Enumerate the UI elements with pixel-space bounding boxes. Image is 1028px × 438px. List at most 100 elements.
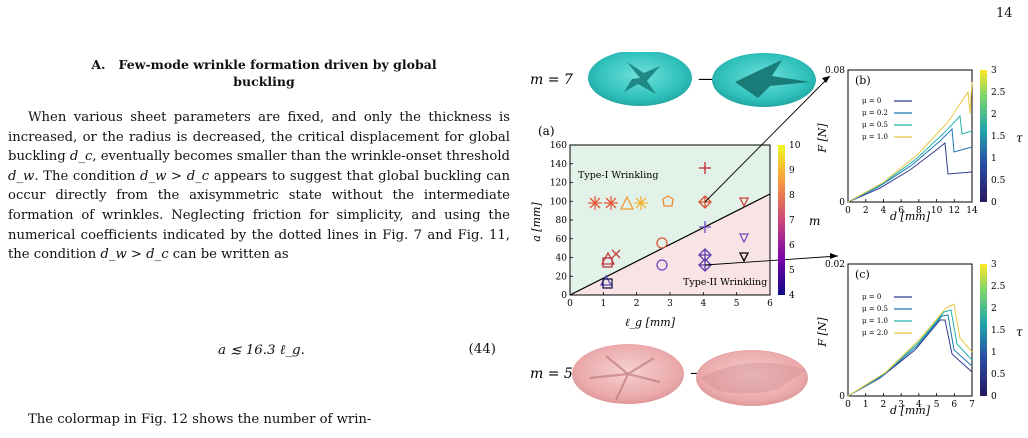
legend-c-1: μ = 0.5 xyxy=(862,305,888,313)
panel-c-x-tick-label: 7 xyxy=(969,400,975,410)
panel-a-y-tick-label: 120 xyxy=(550,179,567,189)
panel-a-y-tick-label: 80 xyxy=(556,216,568,226)
colorbar-tau-c-tick-label: 3 xyxy=(991,260,997,270)
marker-plus-2 xyxy=(699,221,711,233)
panel-a-x-tick-label: 5 xyxy=(734,299,740,309)
colorbar-tau-c-tick-label: 0 xyxy=(991,392,997,402)
colorbar-tau-c-tick-label: 2 xyxy=(991,304,997,314)
colorbar-tau-b-tick-label: 0 xyxy=(991,198,997,208)
colorbar-m-tick-label: 9 xyxy=(789,166,795,176)
figure-svg: m = 7 ⟶ m = 5 ⟶ (a) Type-I Wrinkling Typ… xyxy=(530,52,1023,417)
panel-a-yticks: 0 20 40 60 80 100 120 140 160 xyxy=(550,141,573,301)
marker-triangle-down-1 xyxy=(738,197,750,208)
panel-c-y-tick-label: 0.02 xyxy=(825,260,845,270)
colorbar-tau-c-tick-label: 1 xyxy=(991,348,997,358)
panel-a-ylabel: a [mm] xyxy=(530,202,543,242)
panel-c: (c) 0 1 2 3 4 5 6 7 0 0.02 d [mm] F [N] μ = 0 μ … xyxy=(816,260,1023,417)
panel-b-ylabel: F [N] xyxy=(816,123,829,154)
legend-c-2: μ = 1.0 xyxy=(862,317,888,325)
panel-b-x-tick-label: 12 xyxy=(949,206,960,216)
panel-c-x-tick-label: 0 xyxy=(845,400,851,410)
section-title-line1: Few-mode wrinkle formation driven by glo… xyxy=(118,57,437,72)
sheet-m5-before xyxy=(572,344,684,404)
panel-a-x-tick-label: 1 xyxy=(600,299,606,309)
marker-circle-1 xyxy=(656,237,668,249)
curve-c-mu05 xyxy=(847,314,973,397)
colorbar-tau-b-tick-label: 0.5 xyxy=(991,176,1006,186)
panel-a-x-tick-label: 2 xyxy=(634,299,640,309)
panel-b-x-tick-label: 14 xyxy=(966,206,978,216)
curve-b-mu05 xyxy=(847,114,973,203)
panel-a-x-tick-label: 0 xyxy=(567,299,573,309)
colorbar-tau-b-tick-label: 2.5 xyxy=(991,88,1006,98)
panel-b-frame xyxy=(847,69,973,203)
figure-12: m = 7 ⟶ m = 5 ⟶ (a) Type-I Wrinkling Typ… xyxy=(520,52,1028,438)
panel-a-x-tick-label: 6 xyxy=(767,299,773,309)
marker-asterisk-3 xyxy=(634,196,648,210)
section-heading: A. Few-mode wrinkle formation driven by … xyxy=(8,56,510,90)
marker-asterisk-1 xyxy=(588,196,602,210)
boundary-line xyxy=(569,193,771,296)
colorbar-tau-b-tick-label: 3 xyxy=(991,66,997,76)
symbol-dw: d_w xyxy=(8,168,35,184)
curve-b-mu02 xyxy=(847,127,973,203)
panel-c-x-tick-label: 3 xyxy=(898,400,904,410)
colorbar-m-tick-label: 8 xyxy=(789,191,795,201)
curve-c-mu20 xyxy=(847,303,973,397)
legend-b-1: μ = 0.2 xyxy=(862,109,888,117)
panel-a: (a) Type-I Wrinkling Type-II Wrinkling 0… xyxy=(530,75,839,329)
m-top-label: m = 7 xyxy=(530,72,573,88)
symbol-dc: d_c xyxy=(69,149,93,165)
marker-plus-1 xyxy=(699,162,711,174)
m-bottom-label: m = 5 xyxy=(530,366,573,382)
panel-a-y-tick-label: 100 xyxy=(550,197,567,207)
marker-asterisk-2 xyxy=(604,196,618,210)
colorbar-tau-b-tick-label: 2 xyxy=(991,110,997,120)
marker-square-2 xyxy=(602,278,613,289)
panel-c-x-tick-label: 1 xyxy=(863,400,869,410)
colorbar-tau-c-ticks: 0 0.5 1 1.5 2 2.5 3 xyxy=(991,260,1006,402)
colorbar-m-tick-label: 4 xyxy=(789,291,795,301)
panel-b-y-tick-label: 0 xyxy=(839,198,845,208)
curve-c-mu10 xyxy=(847,309,973,397)
condition-inline-2: d_w > d_c xyxy=(100,247,169,263)
panel-b-legend: μ = 0 μ = 0.2 μ = 0.5 μ = 1.0 xyxy=(862,97,912,141)
panel-b-x-tick-label: 6 xyxy=(898,206,904,216)
panel-a-xlabel: ℓ_g [mm] xyxy=(625,316,676,329)
curve-c-mu0 xyxy=(847,319,973,397)
panel-b-curves xyxy=(847,81,973,203)
panel-c-x-tick-label: 4 xyxy=(916,400,922,410)
panel-b-xticks: 0 2 4 6 8 10 12 14 xyxy=(845,199,978,216)
condition-inline: d_w > d_c xyxy=(140,168,210,184)
panel-b-x-tick-label: 10 xyxy=(931,206,943,216)
colorbar-tau-c-tick-label: 2.5 xyxy=(991,282,1006,292)
legend-b-2: μ = 0.5 xyxy=(862,121,888,129)
marker-triangle-down-2 xyxy=(738,233,750,244)
panel-a-y-tick-label: 0 xyxy=(561,291,567,301)
page-number: 14 xyxy=(996,6,1013,21)
equation-text: a ≲ 16.3 ℓ_g. xyxy=(218,343,305,358)
panel-b-x-tick-label: 2 xyxy=(863,206,869,216)
panel-c-legend: μ = 0 μ = 0.5 μ = 1.0 μ = 2.0 xyxy=(862,293,912,337)
marker-x-1 xyxy=(611,249,621,259)
marker-pentagon xyxy=(662,195,674,207)
sheet-m7-before xyxy=(588,52,692,106)
marker-square-1 xyxy=(602,257,613,268)
colorbar-tau-b-ticks: 0 0.5 1 1.5 2 2.5 3 xyxy=(991,66,1006,208)
panel-a-y-tick-label: 160 xyxy=(550,141,567,151)
marker-triangle-top xyxy=(619,195,635,210)
region-label-type-ii: Type-II Wrinkling xyxy=(683,277,767,288)
panel-c-xticks: 0 1 2 3 4 5 6 7 xyxy=(845,393,975,410)
colorbar-tau-c xyxy=(980,264,987,396)
legend-b-3: μ = 1.0 xyxy=(862,133,888,141)
pointer-to-b xyxy=(704,75,831,203)
colorbar-m-tick-label: 10 xyxy=(789,141,801,151)
panel-c-ylabel: F [N] xyxy=(816,317,829,348)
panel-b-x-tick-label: 0 xyxy=(845,206,851,216)
legend-b-0: μ = 0 xyxy=(862,97,881,105)
panel-a-y-tick-label: 60 xyxy=(556,235,568,245)
colorbar-m-label: m xyxy=(809,214,820,228)
region-label-type-i: Type-I Wrinkling xyxy=(578,170,658,181)
panel-b-y-tick-label: 0.08 xyxy=(825,66,845,76)
panel-c-label: (c) xyxy=(855,268,870,281)
